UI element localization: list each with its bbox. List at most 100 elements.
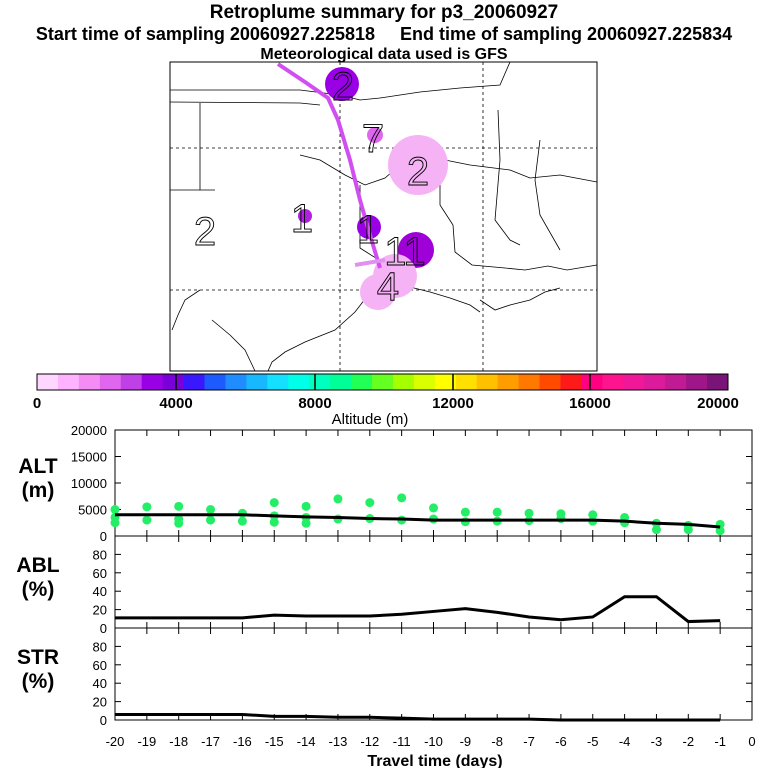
data-point xyxy=(174,518,184,528)
data-point xyxy=(110,505,120,514)
colorbar-swatch xyxy=(141,374,164,390)
y-axis-label: ABL xyxy=(16,554,59,577)
x-axis-label: Travel time (days) xyxy=(367,753,502,768)
colorbar-swatch xyxy=(183,374,206,390)
panel-frame xyxy=(114,535,753,629)
x-tick-label: -9 xyxy=(460,734,472,749)
data-point xyxy=(715,526,725,536)
plume-track-branch xyxy=(354,258,386,267)
panel-str: 0 20 40 60 80 STR(%) xyxy=(17,627,753,728)
x-tick-label: -15 xyxy=(265,734,284,749)
colorbar-swatch xyxy=(413,374,436,390)
colorbar-tick-label: 20000 xyxy=(697,395,739,412)
x-tick-label: -2 xyxy=(683,734,695,749)
timeseries-panels: 05000100001500020000ALT(m)020406080ABL(%… xyxy=(16,423,755,749)
colorbar-swatch xyxy=(581,374,603,390)
map-frame xyxy=(169,61,598,372)
y-tick-label: 80 xyxy=(93,639,107,654)
data-point xyxy=(524,508,534,518)
data-point xyxy=(269,517,279,527)
data-point xyxy=(301,501,311,511)
colorbar-swatch xyxy=(644,374,666,390)
data-point xyxy=(460,507,470,517)
panel-abl: 0 20 40 60 80 ABL(%) xyxy=(16,535,753,636)
x-tick-label: -20 xyxy=(106,734,125,749)
colorbar-swatch xyxy=(99,374,122,390)
y-tick-label: 10000 xyxy=(71,476,107,491)
data-point xyxy=(429,503,438,513)
y-tick-label: 0 xyxy=(100,621,107,636)
colorbar-swatch xyxy=(497,374,520,390)
data-point xyxy=(206,505,216,514)
colorbar-swatch xyxy=(434,374,457,390)
x-tick-label: -3 xyxy=(651,734,663,749)
data-point xyxy=(174,501,184,511)
x-tick-labels: -20 -19 -18 -17 -16 -15 -14 -13 -12 -11 -10 -9 -8 -7-… xyxy=(106,734,756,749)
map-label: 2 xyxy=(407,150,429,194)
colorbar-swatch xyxy=(560,374,582,390)
colorbar-swatch xyxy=(37,374,59,390)
median-line xyxy=(115,513,721,529)
x-tick-label: -5 xyxy=(587,734,599,749)
plume-marker xyxy=(388,135,448,195)
colorbar-swatch xyxy=(539,374,561,390)
y-axis-label: (%) xyxy=(22,670,55,693)
y-axis-label: STR xyxy=(17,646,59,669)
colorbar-tick-label: 0 xyxy=(33,395,41,412)
map-label: 11 xyxy=(384,230,426,274)
map-label: 4 xyxy=(377,265,399,309)
map-label: 2 xyxy=(332,65,354,109)
x-tick-label: -11 xyxy=(393,734,411,749)
colorbar-swatch xyxy=(476,374,499,390)
colorbar-tick-label: 16000 xyxy=(569,395,611,412)
x-tick-label: -7 xyxy=(523,734,535,749)
data-point xyxy=(142,515,152,525)
y-tick-label: 15000 xyxy=(71,450,107,465)
colorbar-swatch xyxy=(267,374,289,390)
end-time-label: End time of sampling 20060927.225834 xyxy=(400,24,733,44)
x-tick-label: -10 xyxy=(424,734,443,749)
colorbar-border xyxy=(36,373,729,391)
x-tick-label: -19 xyxy=(137,734,156,749)
y-tick-label: 60 xyxy=(93,658,107,673)
colorbar-swatch xyxy=(78,374,101,390)
data-point xyxy=(237,516,247,526)
sampling-times: Start time of sampling 20060927.225818 E… xyxy=(0,24,768,45)
met-data-label: Meteorological data used is GFS xyxy=(260,46,508,63)
data-point xyxy=(269,498,279,508)
x-tick-label: -18 xyxy=(169,734,188,749)
panel-alt: 0 5000 10000 15000 20000 ALT(m) xyxy=(18,423,753,544)
plume-marker xyxy=(298,209,312,223)
colorbar xyxy=(36,373,729,391)
y-tick-label: 80 xyxy=(93,547,107,562)
map-number-labels: 2 1 1 11 4 7 2 2 xyxy=(193,65,429,310)
map-label: 1 xyxy=(291,197,313,241)
map-label: 1 xyxy=(357,208,379,252)
x-tick-label: -6 xyxy=(555,734,567,749)
colorbar-swatch xyxy=(57,374,80,390)
colorbar-swatch xyxy=(204,374,226,390)
colorbar-swatch xyxy=(392,374,415,390)
x-tick-label: 0 xyxy=(748,734,755,749)
colorbar-swatch xyxy=(455,374,478,390)
colorbar-swatch xyxy=(602,374,624,390)
colorbar-swatch xyxy=(686,374,708,390)
data-point xyxy=(206,515,216,525)
y-tick-label: 60 xyxy=(93,566,107,581)
colorbar-swatch xyxy=(162,374,185,390)
panel-frame xyxy=(114,627,753,721)
data-point xyxy=(333,494,343,504)
colorbar-swatch xyxy=(351,374,373,390)
colorbar-swatch xyxy=(120,374,143,390)
y-tick-label: 20000 xyxy=(71,423,107,438)
data-point xyxy=(142,502,152,512)
data-point xyxy=(301,518,311,528)
x-tick-label: -4 xyxy=(619,734,631,749)
colorbar-tick-label: 12000 xyxy=(432,395,474,412)
x-tick-label: -16 xyxy=(233,734,252,749)
map-grid xyxy=(170,62,597,371)
x-tick-label: -1 xyxy=(714,734,726,749)
plume-markers xyxy=(298,67,448,310)
colorbar-swatch xyxy=(225,374,247,390)
